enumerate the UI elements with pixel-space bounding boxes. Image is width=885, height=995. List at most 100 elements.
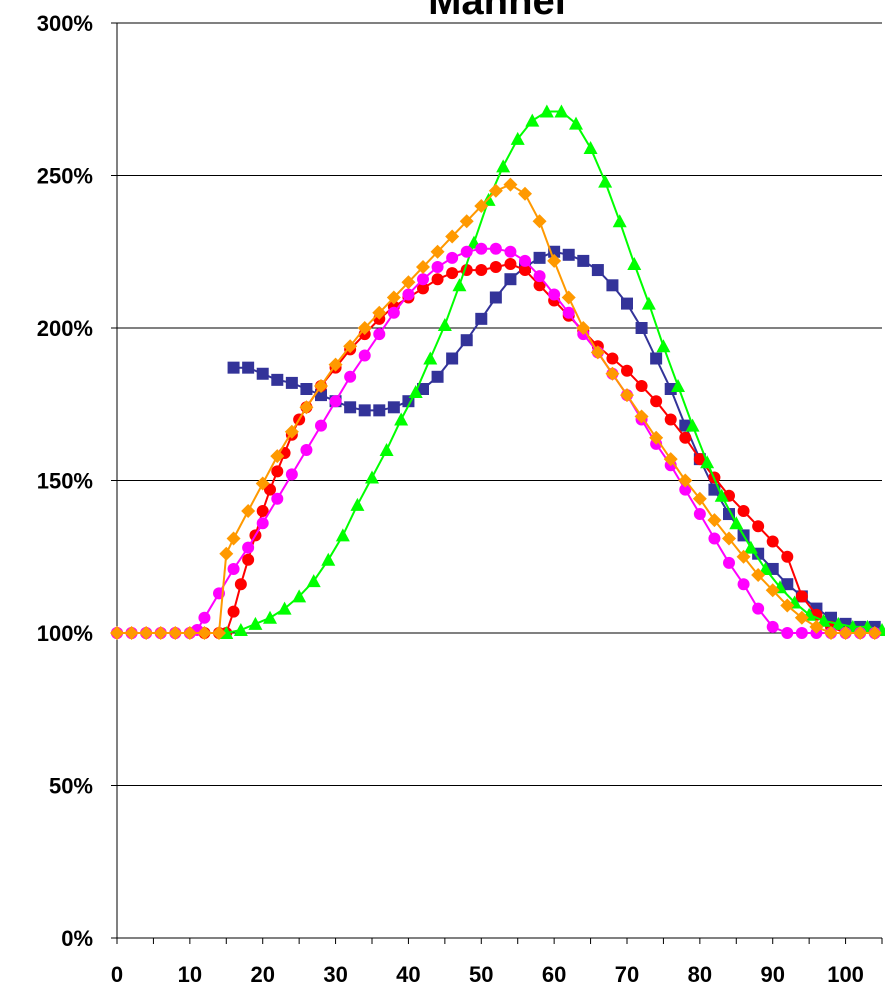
data-point: [765, 583, 780, 598]
data-point: [408, 385, 423, 399]
data-point: [446, 251, 459, 264]
data-point: [561, 290, 576, 305]
data-point: [256, 367, 269, 380]
data-point: [321, 552, 336, 566]
data-point: [707, 513, 722, 528]
data-point: [242, 553, 255, 566]
y-tick-label: 300%: [37, 11, 93, 36]
data-point: [446, 267, 459, 280]
data-point: [242, 541, 255, 554]
data-point: [357, 321, 372, 335]
data-point: [387, 306, 400, 319]
data-point: [124, 626, 139, 640]
data-point: [693, 453, 706, 466]
grid-lines: [117, 22, 882, 786]
series-5: [110, 177, 882, 640]
data-point: [533, 251, 546, 264]
chart-title: Mannel: [428, 0, 566, 23]
data-point: [315, 419, 327, 432]
data-point: [547, 253, 562, 268]
data-point: [423, 351, 438, 365]
data-point: [277, 601, 292, 615]
data-point: [394, 412, 409, 426]
data-point: [227, 361, 240, 374]
data-point: [562, 248, 575, 261]
data-point: [373, 328, 386, 341]
data-point: [315, 389, 327, 402]
data-point: [285, 468, 298, 481]
data-point: [752, 602, 765, 615]
data-point: [417, 273, 429, 286]
data-point: [700, 455, 715, 469]
x-tick-label: 90: [760, 962, 784, 987]
data-point: [532, 214, 547, 229]
data-point: [329, 395, 342, 408]
axes: [111, 22, 883, 944]
data-point: [139, 626, 154, 640]
data-point: [621, 297, 633, 310]
data-point: [474, 199, 489, 213]
data-point: [460, 245, 473, 258]
x-tick-label: 50: [469, 962, 493, 987]
data-point: [729, 516, 744, 530]
data-point: [416, 260, 430, 274]
data-point: [562, 306, 575, 319]
data-point: [685, 418, 700, 432]
data-point: [533, 270, 546, 283]
data-point: [263, 610, 277, 624]
data-point: [780, 598, 795, 613]
data-point: [737, 578, 750, 591]
data-point: [519, 254, 531, 267]
data-point: [606, 352, 619, 365]
data-point: [723, 556, 735, 569]
data-point: [692, 491, 707, 506]
data-point: [838, 626, 853, 640]
data-point: [488, 183, 503, 198]
data-point: [285, 376, 298, 389]
data-point: [612, 214, 627, 228]
data-point: [671, 378, 685, 392]
data-point: [197, 626, 212, 640]
data-point: [569, 116, 583, 130]
data-point: [417, 383, 429, 395]
data-point: [606, 279, 619, 292]
data-point: [679, 483, 692, 496]
data-point: [227, 562, 240, 575]
data-point: [758, 561, 773, 575]
y-tick-label: 150%: [37, 469, 93, 494]
data-point: [649, 430, 664, 445]
data-point: [386, 290, 401, 305]
data-point: [708, 532, 721, 545]
data-point: [605, 366, 620, 381]
data-point: [635, 379, 648, 392]
data-point: [212, 626, 226, 640]
x-tick-label: 100: [827, 962, 864, 987]
data-point: [417, 282, 429, 295]
data-point: [445, 229, 460, 244]
data-point: [365, 470, 379, 484]
data-point: [714, 488, 729, 502]
data-point: [314, 378, 328, 393]
data-point: [335, 528, 350, 542]
data-point: [621, 364, 633, 377]
data-point: [475, 242, 488, 255]
series-3: [219, 104, 885, 639]
data-point: [242, 361, 255, 374]
x-tick-label: 20: [250, 962, 274, 987]
data-point: [591, 264, 604, 277]
data-point: [343, 339, 358, 354]
data-point: [373, 404, 386, 417]
data-point: [693, 508, 706, 521]
data-point: [737, 505, 750, 517]
data-point: [344, 370, 357, 383]
data-point: [431, 261, 444, 273]
data-point: [401, 275, 416, 290]
data-point: [402, 288, 415, 301]
data-point: [284, 424, 299, 439]
data-point: [233, 622, 248, 636]
data-point: [264, 483, 276, 496]
data-point: [271, 492, 284, 505]
series-line: [226, 110, 883, 634]
data-point: [431, 273, 444, 286]
